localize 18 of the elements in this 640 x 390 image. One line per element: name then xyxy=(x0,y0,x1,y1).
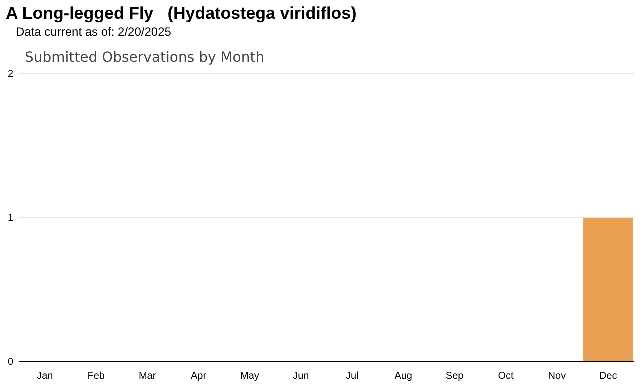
x-tick-label: Sep xyxy=(446,370,464,382)
x-tick-label: Feb xyxy=(88,370,106,382)
x-tick-label: Jun xyxy=(293,370,310,382)
x-tick-label: Mar xyxy=(138,370,157,382)
x-tick-label: Dec xyxy=(600,370,618,382)
chart-subtitle: Data current as of: 2/20/2025 xyxy=(16,25,172,39)
x-tick-label: Aug xyxy=(394,370,412,382)
x-tick-label: Jan xyxy=(37,370,54,382)
text: Submitted Observations by Month xyxy=(25,50,265,66)
y-tick-label: 1 xyxy=(8,212,14,224)
y-tick-label: 2 xyxy=(8,68,14,80)
y-tick-label: 0 xyxy=(8,356,14,368)
x-tick-label: Apr xyxy=(190,370,208,382)
x-tick-label: Nov xyxy=(548,370,566,382)
chart-title: A Long-legged Fly (Hydatostega viridiflos) xyxy=(6,4,357,24)
x-tick-label: Oct xyxy=(498,370,514,382)
x-tick-label: May xyxy=(240,370,260,382)
x-tick-label: Jul xyxy=(346,370,359,382)
